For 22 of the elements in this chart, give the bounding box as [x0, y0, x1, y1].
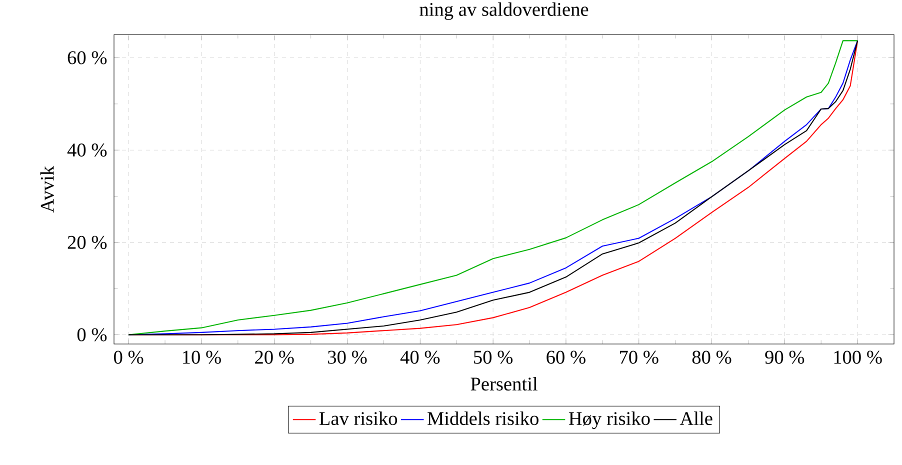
- legend-label: Høy risiko: [568, 411, 650, 430]
- x-tick-label: 90 %: [765, 350, 804, 364]
- legend-label: Alle: [680, 411, 712, 426]
- legend-label: Middels risiko: [428, 411, 538, 426]
- x-tick-label: 0 %: [114, 350, 144, 364]
- legend-label: Lav risiko: [319, 411, 398, 426]
- y-axis-title: Avvik: [40, 166, 54, 213]
- x-tick-label: 60 %: [546, 350, 586, 364]
- x-tick-label: 40 %: [400, 350, 440, 364]
- y-tick-label: 0 %: [77, 328, 107, 342]
- x-tick-label: 30 %: [328, 350, 367, 364]
- chart-title: ning av saldoverdiene: [420, 2, 588, 20]
- x-tick-label: 50 %: [474, 350, 513, 364]
- y-tick-label: 20 %: [68, 236, 107, 249]
- x-tick-label: 10 %: [183, 350, 221, 364]
- x-tick-label: 70 %: [620, 350, 658, 364]
- x-tick-label: 80 %: [692, 350, 732, 364]
- x-tick-label: 100 %: [834, 350, 882, 364]
- y-tick-label: 40 %: [67, 144, 107, 157]
- x-tick-label: 20 %: [255, 350, 294, 364]
- y-tick-label: 60 %: [68, 51, 107, 64]
- x-axis-title: Persentil: [470, 376, 538, 391]
